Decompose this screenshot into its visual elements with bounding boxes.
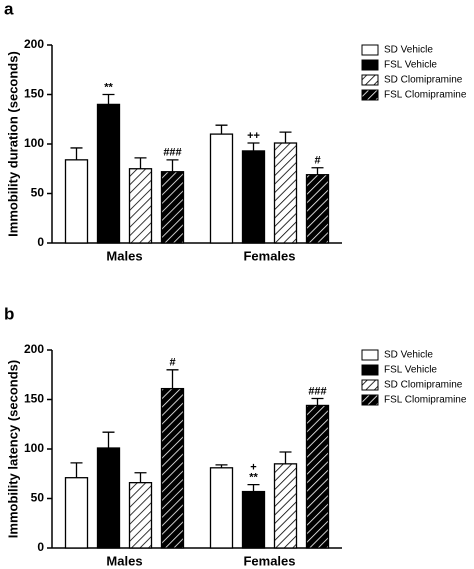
error-bar <box>102 93 115 105</box>
bar <box>241 490 266 549</box>
bar <box>273 142 298 244</box>
legend-label: SD Vehicle <box>384 45 433 56</box>
error-bar <box>166 159 179 172</box>
error-bar <box>70 147 83 160</box>
x-tick-label: Males <box>106 553 142 568</box>
bar <box>305 174 330 244</box>
legend-label: FSL Clomipramine <box>384 395 467 406</box>
error-bar <box>134 157 147 169</box>
y-tick-label: 200 <box>24 37 44 51</box>
error-bar <box>102 431 115 449</box>
x-tick-label: Females <box>243 553 295 568</box>
bar <box>128 168 153 244</box>
legend-label: SD Clomipramine <box>384 380 463 391</box>
annotation: ### <box>163 147 181 159</box>
legend-swatch <box>361 394 379 406</box>
y-tick-label: 150 <box>24 87 44 101</box>
error-bar <box>70 462 83 478</box>
legend-label: FSL Clomipramine <box>384 90 467 101</box>
error-bar <box>279 451 292 464</box>
annotation: # <box>314 155 320 167</box>
error-bar <box>279 131 292 144</box>
y-tick-label: 150 <box>24 392 44 406</box>
bar <box>128 482 153 549</box>
y-tick-label: 100 <box>24 136 44 150</box>
error-bar <box>215 124 228 135</box>
legend-label: SD Vehicle <box>384 350 433 361</box>
bar <box>64 477 89 549</box>
x-tick-label: Males <box>106 248 142 263</box>
y-axis-label: Immobility duration (seconds) <box>5 51 20 237</box>
y-axis-label: Immobility latency (seconds) <box>5 360 20 538</box>
bar <box>209 133 234 244</box>
legend-label: FSL Vehicle <box>384 60 437 71</box>
bar <box>160 387 185 549</box>
y-tick-label: 0 <box>37 235 44 249</box>
error-bar <box>311 167 324 175</box>
legend-swatch <box>361 349 379 361</box>
legend-swatch <box>361 59 379 71</box>
y-tick-label: 50 <box>31 186 45 200</box>
error-bar <box>134 472 147 483</box>
x-tick-label: Females <box>243 248 295 263</box>
legend-swatch <box>361 379 379 391</box>
bar <box>305 404 330 549</box>
annotation: # <box>169 357 175 369</box>
panel-label: b <box>4 304 14 323</box>
bar <box>64 159 89 244</box>
bar <box>209 467 234 549</box>
annotation: ### <box>308 385 326 397</box>
error-bar <box>247 483 260 492</box>
error-bar <box>215 464 228 468</box>
legend-label: FSL Vehicle <box>384 365 437 376</box>
bar <box>241 150 266 244</box>
annotation: ** <box>104 81 113 93</box>
y-tick-label: 100 <box>24 441 44 455</box>
y-tick-label: 200 <box>24 342 44 356</box>
annotation: ++ <box>247 130 260 142</box>
y-tick-label: 50 <box>31 491 45 505</box>
bar <box>273 463 298 549</box>
legend-swatch <box>361 74 379 86</box>
annotation: + <box>250 462 256 474</box>
legend-swatch <box>361 89 379 101</box>
panel-label: a <box>4 0 14 18</box>
legend-label: SD Clomipramine <box>384 75 463 86</box>
error-bar <box>166 369 179 389</box>
legend-swatch <box>361 44 379 56</box>
annotation: ** <box>249 472 258 484</box>
y-tick-label: 0 <box>37 540 44 554</box>
bar <box>96 103 121 244</box>
bar <box>96 447 121 549</box>
bar <box>160 171 185 244</box>
error-bar <box>247 142 260 151</box>
error-bar <box>311 397 324 406</box>
legend-swatch <box>361 364 379 376</box>
